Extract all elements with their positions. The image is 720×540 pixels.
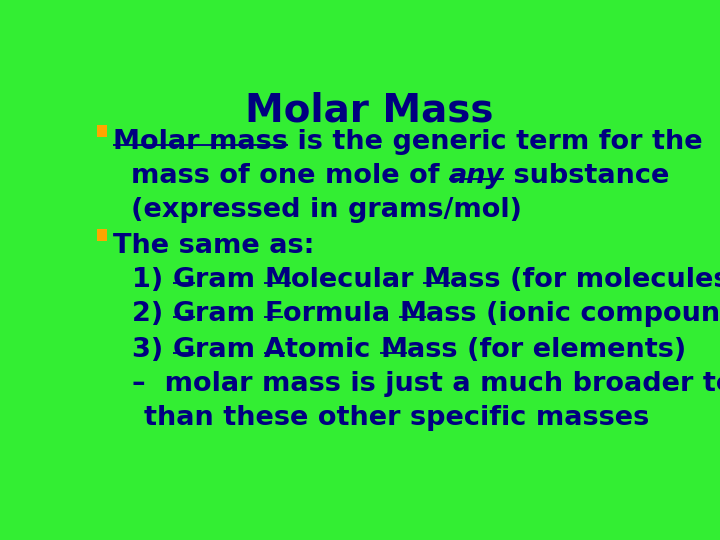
Text: ass (for molecules): ass (for molecules)	[450, 267, 720, 293]
Text: ass (ionic compounds): ass (ionic compounds)	[426, 301, 720, 327]
Text: G: G	[173, 301, 195, 327]
Text: substance: substance	[504, 163, 669, 190]
Text: olecular: olecular	[292, 267, 423, 293]
Text: The same as:: The same as:	[114, 233, 315, 259]
Text: F: F	[264, 301, 283, 327]
Text: M: M	[400, 301, 426, 327]
Text: M: M	[380, 338, 408, 363]
Text: ormula: ormula	[283, 301, 400, 327]
Text: G: G	[173, 267, 195, 293]
Text: tomic: tomic	[285, 338, 380, 363]
FancyBboxPatch shape	[96, 229, 107, 241]
Text: –  molar mass is just a much broader term: – molar mass is just a much broader term	[132, 372, 720, 397]
Text: ram: ram	[195, 267, 264, 293]
Text: 2): 2)	[132, 301, 173, 327]
Text: is the generic term for the: is the generic term for the	[288, 129, 703, 155]
Text: A: A	[264, 338, 285, 363]
FancyBboxPatch shape	[96, 125, 107, 137]
Text: mass of one mole of: mass of one mole of	[131, 163, 449, 190]
Text: Molar Mass: Molar Mass	[245, 92, 493, 130]
Text: Molar mass: Molar mass	[114, 129, 288, 155]
Text: 1): 1)	[132, 267, 173, 293]
Text: ass (for elements): ass (for elements)	[408, 338, 686, 363]
Text: ram: ram	[195, 301, 264, 327]
Text: any: any	[449, 163, 504, 190]
Text: than these other specific masses: than these other specific masses	[144, 406, 649, 431]
Text: (expressed in grams/mol): (expressed in grams/mol)	[131, 198, 522, 224]
Text: M: M	[423, 267, 450, 293]
Text: ram: ram	[195, 338, 264, 363]
Text: 3): 3)	[132, 338, 173, 363]
Text: M: M	[264, 267, 292, 293]
Text: G: G	[173, 338, 195, 363]
